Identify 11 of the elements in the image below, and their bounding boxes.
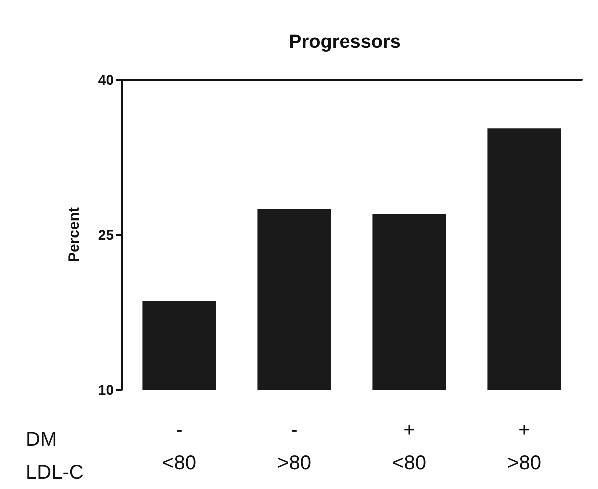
y-tick-label: 10 xyxy=(98,382,114,398)
y-tick-label: 25 xyxy=(98,227,114,243)
x-tick-label: + <80 xyxy=(392,420,426,474)
text: LDL-C xyxy=(26,462,84,484)
x-tick-label: - <80 xyxy=(162,420,196,474)
text: DM xyxy=(26,429,58,451)
y-tick-label: 40 xyxy=(98,72,114,88)
y-axis-title: Percent xyxy=(66,207,83,263)
x-tick-label: - >80 xyxy=(278,420,312,474)
x-tick-label: + >80 xyxy=(508,420,542,474)
chart-title: Progressors xyxy=(289,32,401,53)
